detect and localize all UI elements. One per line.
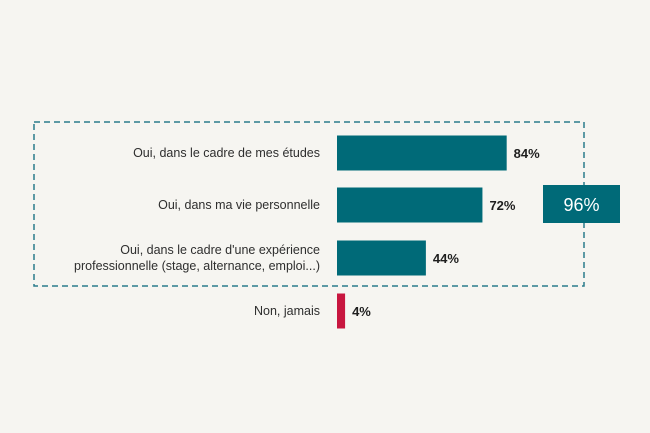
category-label-0-line-0: Oui, dans le cadre de mes études: [133, 146, 320, 160]
bar-value-label-2: 44%: [433, 251, 459, 266]
bar-value-label-3: 4%: [352, 304, 371, 319]
bar-2: [337, 240, 426, 276]
category-label-2-line-1: professionnelle (stage, alternance, empl…: [74, 259, 320, 273]
bar-0: [337, 135, 507, 171]
bar-value-label-1: 72%: [489, 198, 515, 213]
bar-1: [337, 187, 483, 223]
bar-3: [337, 293, 346, 329]
bars-layer: 84% Oui, dans le cadre de mes études 72% Ou…: [74, 135, 540, 329]
category-label-3-line-0: Non, jamais: [254, 304, 320, 318]
grouped-total-badge: 96%: [543, 185, 620, 223]
category-label-1-line-0: Oui, dans ma vie personnelle: [158, 198, 320, 212]
category-label-2-line-0: Oui, dans le cadre d'une expérience: [120, 243, 320, 257]
grouped-total-box: [543, 185, 620, 223]
bar-value-label-0: 84%: [514, 146, 540, 161]
grouped-total-label: 96%: [563, 195, 599, 215]
